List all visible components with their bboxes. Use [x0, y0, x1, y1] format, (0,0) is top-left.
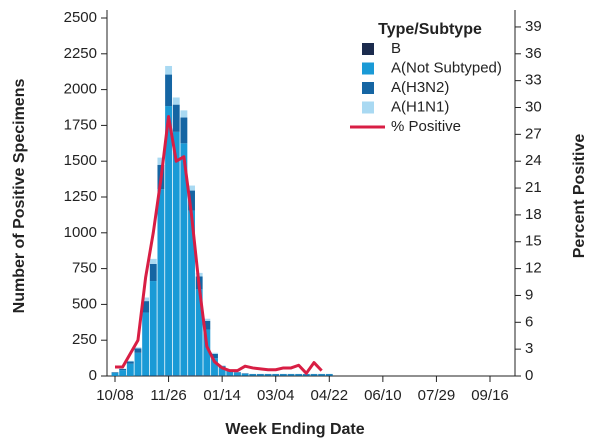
bar-segment: [150, 264, 157, 281]
y2-tick-label: 39: [525, 18, 542, 35]
bar-segment: [150, 259, 157, 264]
bar-segment: [135, 349, 142, 353]
y-tick-label: 250: [72, 331, 97, 348]
y-tick-label: 750: [72, 260, 97, 277]
bar-segment: [242, 374, 249, 376]
bar-segment: [272, 374, 279, 375]
bar-segment: [311, 374, 318, 375]
bar-segment: [188, 375, 195, 376]
bar-segment: [173, 375, 180, 376]
bar-segment: [249, 374, 256, 375]
x-tick-label: 10/08: [96, 387, 134, 404]
y-axis-label: Number of Positive Specimens: [11, 79, 28, 314]
y2-tick-label: 6: [525, 313, 533, 330]
bar-segment: [265, 374, 272, 375]
bar-segment: [226, 372, 233, 376]
bar-segment: [150, 281, 157, 376]
bar-segment: [119, 369, 126, 370]
bar-segment: [165, 75, 172, 107]
bar-segment: [127, 361, 134, 362]
legend-swatch: [362, 102, 374, 114]
bar-segment: [280, 374, 287, 375]
bar-segment: [127, 364, 134, 376]
bar-segment: [203, 375, 210, 376]
bar-segment: [234, 375, 241, 376]
legend-swatch: [362, 43, 374, 55]
bar-segment: [112, 373, 119, 376]
legend-swatch: [362, 63, 374, 75]
x-tick-label: 11/26: [150, 387, 186, 404]
bar-segment: [257, 374, 264, 375]
y-tick-label: 1500: [64, 152, 97, 169]
bar-segment: [119, 370, 126, 376]
bar-segment: [234, 372, 241, 373]
bar-segment: [142, 313, 149, 376]
bar-segment: [226, 375, 233, 376]
bar-segment: [135, 353, 142, 376]
bar-segment: [326, 374, 333, 375]
y-tick-label: 1000: [64, 224, 97, 241]
bar-segment: [157, 375, 164, 376]
bar-segment: [180, 118, 187, 144]
bar-segment: [219, 375, 226, 376]
y2-tick-label: 36: [525, 45, 542, 62]
x-axis-label: Week Ending Date: [225, 421, 364, 438]
bar-segment: [295, 374, 302, 375]
bar-segment: [127, 362, 134, 364]
y2-tick-label: 27: [525, 125, 542, 142]
x-tick-label: 03/04: [257, 387, 295, 404]
y-tick-label: 1750: [64, 116, 97, 133]
bar-segment: [173, 97, 180, 104]
y2-tick-label: 3: [525, 340, 533, 357]
y-tick-label: 0: [89, 367, 97, 384]
bar-segment: [288, 374, 295, 375]
legend-label: A(Not Subtyped): [391, 59, 502, 76]
y2-tick-label: 12: [525, 260, 542, 277]
y2-tick-label: 15: [525, 233, 542, 250]
bar-segment: [318, 374, 325, 375]
y2-tick-label: 30: [525, 98, 542, 115]
bar-segment: [165, 66, 172, 75]
bar-segment: [234, 373, 241, 376]
y2-tick-label: 18: [525, 206, 542, 223]
bar-segment: [165, 375, 172, 376]
bar-segment: [135, 347, 142, 348]
legend-title: Type/Subtype: [378, 21, 482, 38]
bar-segment: [173, 105, 180, 132]
bar-segment: [211, 375, 218, 376]
bar-segment: [157, 189, 164, 375]
y-tick-label: 2000: [64, 81, 97, 98]
y2-tick-label: 21: [525, 179, 542, 196]
x-tick-label: 04/22: [311, 387, 349, 404]
bar-segment: [180, 375, 187, 376]
legend-label: A(H1N1): [391, 98, 449, 115]
legend-swatch: [362, 82, 374, 94]
bar-segment: [180, 110, 187, 117]
bar-segment: [173, 132, 180, 375]
y2-tick-label: 0: [525, 367, 533, 384]
y-tick-label: 2250: [64, 45, 97, 62]
y2-tick-label: 24: [525, 152, 542, 169]
bar-segment: [242, 373, 249, 374]
y2-axis-label: Percent Positive: [571, 134, 588, 259]
y2-tick-label: 33: [525, 72, 542, 89]
bar-segment: [196, 375, 203, 376]
x-tick-label: 09/16: [471, 387, 509, 404]
y2-tick-label: 9: [525, 286, 533, 303]
y-tick-label: 2500: [64, 9, 97, 26]
y-tick-label: 500: [72, 295, 97, 312]
x-tick-label: 06/10: [364, 387, 402, 404]
legend-label: % Positive: [391, 118, 461, 135]
x-tick-label: 01/14: [203, 387, 241, 404]
legend-label: B: [391, 40, 401, 57]
bar-segment: [112, 372, 119, 373]
y-tick-label: 1250: [64, 188, 97, 205]
legend-label: A(H3N2): [391, 79, 449, 96]
x-tick-label: 07/29: [418, 387, 456, 404]
